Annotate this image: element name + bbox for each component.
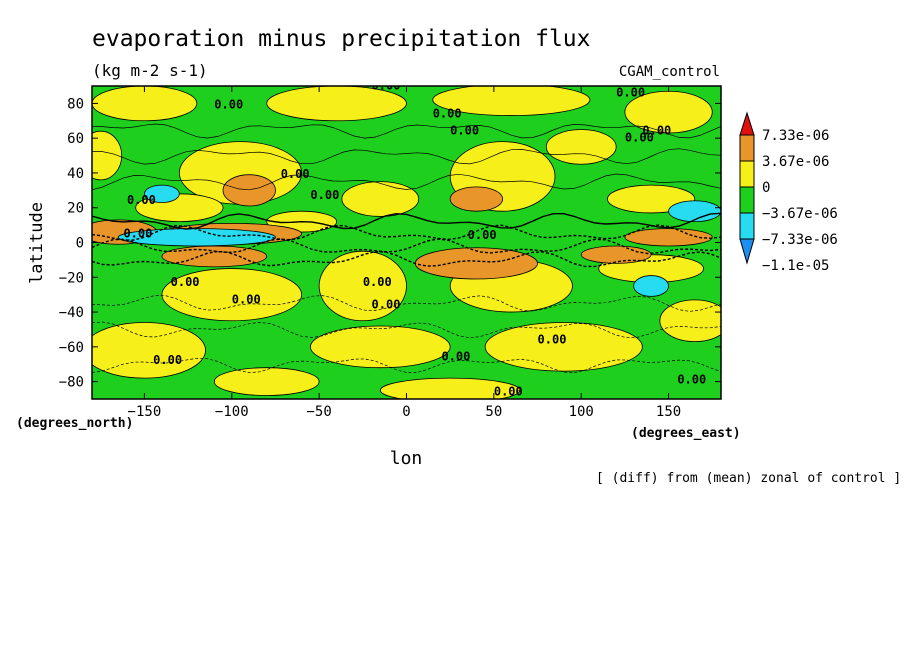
anomaly-region (222, 174, 276, 207)
contour-label: 0.00 (433, 106, 462, 120)
contour-label: 0.00 (171, 275, 200, 289)
x-axis-label: lon (390, 448, 423, 469)
colorbar-label: 7.33e-06 (762, 128, 829, 144)
contour-label: 0.00 (372, 298, 401, 312)
contour-line (92, 250, 721, 268)
positive-region (318, 250, 407, 322)
x-tick-label: 100 (569, 404, 594, 420)
contour-label: 0.00 (232, 292, 261, 306)
x-tick-label: 50 (485, 404, 502, 420)
x-axis: −150 −100 −50 0 50 100 150 (128, 86, 681, 420)
contour-label: 0.00 (281, 167, 310, 181)
positive-region (310, 325, 451, 369)
positive-region (92, 130, 123, 181)
x-tick-label: 150 (656, 404, 681, 420)
anomaly-region (414, 247, 538, 280)
y-axis-label: latitude (27, 202, 47, 284)
footnote: [ (diff) from (mean) zonal of control ] (596, 471, 901, 486)
anomaly-regions (92, 174, 721, 297)
colorbar-label: −1.1e-05 (762, 258, 829, 274)
contour-labels: 0.000.000.000.000.00 0.000.000.000.000.00… (123, 78, 706, 399)
contour-label: 0.00 (677, 372, 706, 386)
plot-area: 0.000.000.000.000.00 0.000.000.000.000.00… (92, 78, 721, 399)
contour-label: 0.00 (372, 78, 401, 92)
contour-line (92, 238, 721, 255)
contour-label: 0.00 (468, 228, 497, 242)
contour-label: 0.00 (494, 385, 523, 399)
x-tick-label: 0 (402, 404, 410, 420)
colorbar-segment (739, 134, 755, 162)
contour-label: 0.00 (123, 226, 152, 240)
y-tick-label: 0 (76, 236, 84, 252)
colorbar-segment (739, 160, 755, 188)
colorbar-segment (739, 186, 755, 214)
y-tick-label: −40 (59, 305, 84, 321)
y-units-label: (degrees_north) (16, 416, 133, 431)
y-tick-label: 80 (67, 96, 84, 112)
y-tick-label: 40 (67, 166, 84, 182)
positive-regions (92, 86, 721, 399)
positive-region (161, 268, 303, 322)
colorbar-label: −7.33e-06 (762, 232, 838, 248)
y-tick-label: 60 (67, 131, 84, 147)
run-label: CGAM_control (619, 64, 720, 80)
positive-region (266, 86, 407, 122)
positive-region (545, 129, 617, 165)
contour-line (92, 212, 721, 230)
contour-label: 0.00 (538, 332, 567, 346)
colorbar-label: −3.67e-06 (762, 206, 838, 222)
colorbar-bottom-arrow (739, 238, 755, 265)
contour-line (92, 148, 721, 165)
chart-title: evaporation minus precipitation flux (92, 26, 591, 52)
y-tick-label: −20 (59, 270, 84, 286)
x-tick-label: −100 (215, 404, 249, 420)
contour-lines (92, 123, 721, 374)
contour-label: 0.00 (310, 188, 339, 202)
y-tick-label: −80 (59, 375, 84, 391)
positive-region (659, 299, 721, 343)
contour-label: 0.00 (363, 275, 392, 289)
contour-line (92, 295, 721, 312)
positive-region (92, 86, 198, 122)
anomaly-region (633, 275, 669, 297)
x-tick-label: −150 (128, 404, 162, 420)
contour-line (92, 357, 721, 374)
colorbar: 7.33e-06 3.67e-06 0 −3.67e-06 −7.33e-06 −1.1e… (739, 111, 838, 274)
colorbar-label: 0 (762, 180, 770, 196)
contour-label: 0.00 (127, 193, 156, 207)
contour-label: 0.00 (642, 124, 671, 138)
positive-region (484, 322, 643, 372)
contour-label: 0.00 (441, 350, 470, 364)
x-tick-label: −50 (306, 404, 331, 420)
anomaly-region (449, 186, 503, 212)
colorbar-top-arrow (739, 111, 755, 136)
contour-label: 0.00 (625, 131, 654, 145)
contour-label: 0.00 (153, 353, 182, 367)
positive-region (379, 377, 521, 399)
contour-label: 0.00 (214, 98, 243, 112)
anomaly-region (144, 184, 180, 203)
anomaly-region (161, 245, 268, 268)
contour-label: 0.00 (616, 85, 645, 99)
contour-line (92, 173, 721, 191)
colorbar-segment (739, 212, 755, 240)
colorbar-label: 3.67e-06 (762, 154, 829, 170)
x-units-label: (degrees_east) (631, 426, 741, 441)
y-axis: 80 60 40 20 0 −20 −40 −60 −80 (59, 96, 721, 391)
positive-region (213, 367, 320, 396)
anomaly-region (624, 228, 713, 247)
positive-region (432, 86, 591, 116)
positive-region (92, 322, 206, 379)
contour-line (92, 224, 721, 241)
anomaly-region (668, 200, 721, 223)
positive-region (341, 181, 420, 217)
chart-subtitle: (kg m-2 s-1) (92, 61, 208, 80)
y-tick-label: 20 (67, 201, 84, 217)
y-tick-label: −60 (59, 340, 84, 356)
contour-line (92, 123, 721, 139)
contour-label: 0.00 (450, 124, 479, 138)
